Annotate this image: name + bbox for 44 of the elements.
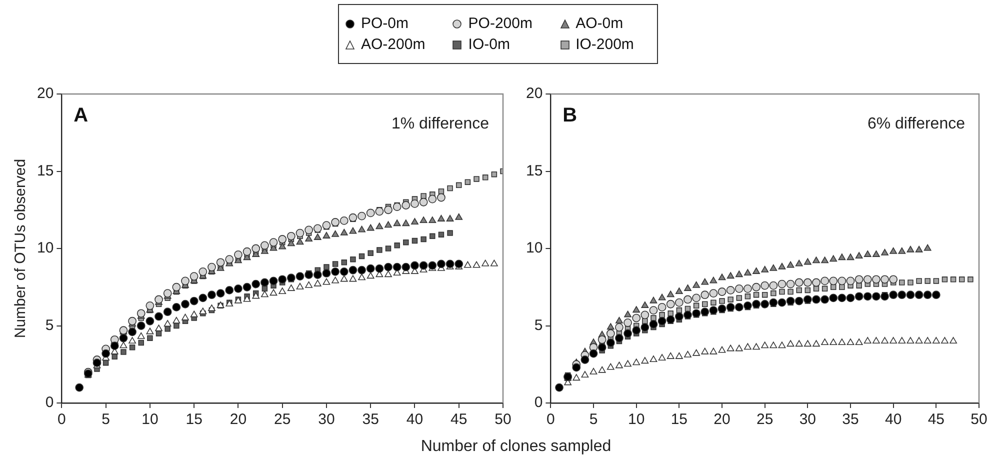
y-tick-label: 20 bbox=[36, 85, 54, 102]
x-tick-label: 40 bbox=[406, 411, 424, 428]
legend-label: PO-200m bbox=[468, 15, 532, 32]
x-tick-label: 20 bbox=[230, 411, 247, 428]
y-tick-label: 5 bbox=[45, 316, 54, 334]
x-tick-label: 45 bbox=[450, 411, 468, 428]
x-tick-label: 30 bbox=[318, 411, 335, 428]
y-tick-label: 10 bbox=[36, 240, 54, 257]
x-tick-label: 50 bbox=[970, 411, 988, 428]
x-tick-label: 45 bbox=[928, 411, 945, 428]
x-axis-title: Number of clones sampled bbox=[420, 438, 612, 456]
x-tick-label: 0 bbox=[58, 411, 66, 428]
y-tick-label: 5 bbox=[534, 316, 543, 334]
x-tick-label: 10 bbox=[628, 411, 645, 428]
x-tick-label: 25 bbox=[274, 411, 291, 428]
annotation: A bbox=[74, 104, 88, 127]
x-tick-label: 0 bbox=[546, 411, 555, 428]
legend-label: IO-200m bbox=[576, 36, 634, 53]
legend-label: AO-0m bbox=[576, 15, 624, 32]
y-tick-label: 15 bbox=[36, 162, 54, 180]
legend-label: AO-200m bbox=[361, 36, 426, 53]
x-tick-label: 35 bbox=[362, 411, 379, 428]
y-tick-label: 0 bbox=[45, 394, 54, 412]
x-tick-label: 40 bbox=[884, 411, 902, 428]
x-tick-label: 10 bbox=[142, 411, 158, 428]
y-axis-title: Number of OTUs observed bbox=[12, 158, 30, 338]
y-tick-label: 0 bbox=[534, 394, 543, 412]
x-tick-label: 35 bbox=[842, 411, 859, 428]
annotation: B bbox=[562, 104, 578, 127]
annotation: 6% difference bbox=[867, 115, 966, 132]
y-tick-label: 15 bbox=[526, 162, 543, 180]
y-tick-label: 10 bbox=[526, 240, 543, 257]
x-tick-label: 5 bbox=[102, 411, 110, 428]
annotation: 1% difference bbox=[391, 115, 490, 132]
x-tick-label: 20 bbox=[714, 411, 730, 428]
x-tick-label: 30 bbox=[799, 411, 816, 428]
y-tick-label: 20 bbox=[526, 85, 543, 102]
x-tick-label: 15 bbox=[186, 411, 202, 428]
x-tick-label: 15 bbox=[670, 411, 688, 428]
x-tick-label: 25 bbox=[756, 411, 774, 428]
legend-label: IO-0m bbox=[468, 36, 510, 53]
x-tick-label: 5 bbox=[589, 411, 598, 428]
x-tick-label: 50 bbox=[494, 411, 512, 428]
legend-label: PO-0m bbox=[361, 15, 409, 32]
